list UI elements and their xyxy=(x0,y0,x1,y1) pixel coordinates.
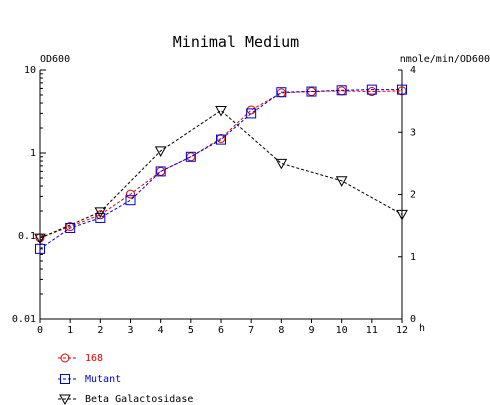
data-point-2 xyxy=(34,233,46,245)
series-line-0 xyxy=(39,90,403,239)
x-tick-label: 11 xyxy=(366,325,378,336)
x-tick-label: 4 xyxy=(158,325,164,336)
data-point-1 xyxy=(185,151,196,162)
series-line-1 xyxy=(39,89,402,250)
data-point-1 xyxy=(95,212,106,223)
x-axis-unit-label: h xyxy=(419,323,425,334)
left-tick-label: 10 xyxy=(24,65,36,76)
x-tick-label: 10 xyxy=(336,325,348,336)
right-tick-label: 3 xyxy=(410,127,416,138)
x-tick-label: 0 xyxy=(37,325,43,336)
right-tick-label: 4 xyxy=(410,65,416,76)
x-tick-label: 12 xyxy=(396,325,408,336)
data-point-1 xyxy=(35,243,45,254)
x-tick-label: 1 xyxy=(67,325,73,336)
series-line-2 xyxy=(39,109,403,239)
left-axis-label: OD600 xyxy=(40,54,70,65)
x-tick-label: 3 xyxy=(127,325,133,336)
legend: 168 Mutant Beta Galactosidase xyxy=(58,353,193,405)
data-point-1 xyxy=(216,134,226,145)
x-tick-label: 6 xyxy=(218,325,224,336)
x-tick-label: 8 xyxy=(278,325,284,336)
data-point-1 xyxy=(246,108,257,119)
data-point-2 xyxy=(396,209,408,221)
legend-marker xyxy=(60,353,70,363)
legend-label: Mutant xyxy=(85,374,121,385)
x-tick-label: 5 xyxy=(188,325,194,336)
x-tick-label: 2 xyxy=(97,325,103,336)
legend-marker xyxy=(60,374,70,384)
right-tick-label: 2 xyxy=(410,190,416,201)
right-axis-label: nmole/min/OD600 xyxy=(400,54,490,65)
legend-label: Beta Galactosidase xyxy=(85,394,193,405)
x-tick-label: 9 xyxy=(308,325,314,336)
x-tick-label: 7 xyxy=(248,325,254,336)
left-tick-label: 0.01 xyxy=(12,314,36,325)
data-point-2 xyxy=(94,207,107,218)
legend-label: 168 xyxy=(85,353,103,364)
data-point-2 xyxy=(275,158,288,170)
data-point-1 xyxy=(397,84,407,95)
data-point-2 xyxy=(154,146,167,157)
data-point-1 xyxy=(125,195,136,206)
right-tick-label: 0 xyxy=(410,314,416,325)
data-point-1 xyxy=(155,166,166,177)
data-point-1 xyxy=(276,87,287,98)
left-tick-label: 0.1 xyxy=(18,231,36,242)
data-point-1 xyxy=(65,222,76,233)
data-point-2 xyxy=(215,105,227,117)
chart-title: Minimal Medium xyxy=(173,33,299,51)
right-tick-label: 1 xyxy=(410,252,416,263)
data-point-1 xyxy=(336,85,347,96)
data-point-0 xyxy=(246,105,256,115)
data-point-1 xyxy=(306,86,317,97)
data-point-2 xyxy=(335,176,348,187)
legend-marker xyxy=(59,394,71,405)
data-point-1 xyxy=(366,84,377,95)
data-point-0 xyxy=(126,189,135,199)
left-tick-label: 1 xyxy=(30,148,36,159)
